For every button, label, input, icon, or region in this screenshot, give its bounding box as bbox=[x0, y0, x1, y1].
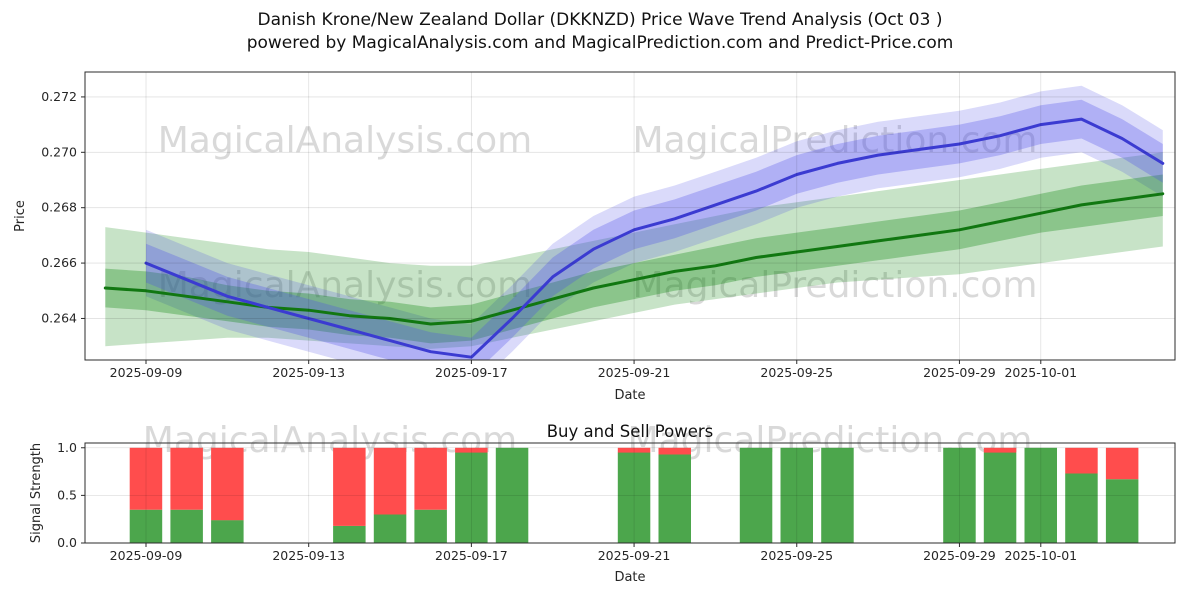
watermark-text: MagicalAnalysis.com bbox=[158, 265, 532, 306]
x-tick-label: 2025-09-09 bbox=[110, 548, 183, 563]
y-tick-label: 0.264 bbox=[41, 310, 77, 325]
y-tick-label: 0.270 bbox=[41, 144, 77, 159]
x-tick-label: 2025-09-29 bbox=[923, 548, 996, 563]
x-tick-label: 2025-09-09 bbox=[110, 365, 183, 380]
x-tick-label: 2025-09-29 bbox=[923, 365, 996, 380]
buy-bar bbox=[1024, 447, 1057, 543]
green-trend-line bbox=[103, 192, 1165, 326]
x-tick-label: 2025-09-25 bbox=[760, 548, 833, 563]
y-axis-label: Price bbox=[13, 200, 28, 232]
bar-chart-title: Buy and Sell Powers bbox=[546, 422, 714, 441]
y-tick-label: 0.5 bbox=[57, 487, 77, 502]
y-tick-label: 0.272 bbox=[41, 89, 77, 104]
sell-bar bbox=[617, 447, 651, 453]
buy-bar bbox=[414, 509, 447, 543]
x-axis-label: Date bbox=[614, 570, 645, 585]
buy-bar bbox=[373, 514, 407, 543]
watermark-text: MagicalAnalysis.com bbox=[143, 420, 517, 461]
buy-bar bbox=[495, 447, 529, 543]
blue-forecast-band-inner bbox=[146, 99, 1163, 360]
y-tick-label: 0.268 bbox=[41, 200, 77, 215]
y-axis-label: Signal Strength bbox=[29, 443, 44, 543]
buy-bar bbox=[943, 447, 976, 543]
sell-bar bbox=[983, 447, 1017, 453]
y-tick-label: 0.266 bbox=[41, 255, 77, 270]
x-tick-label: 2025-09-13 bbox=[272, 548, 345, 563]
x-tick-label: 2025-09-21 bbox=[598, 365, 671, 380]
x-tick-label: 2025-09-17 bbox=[435, 365, 508, 380]
figure-title-line2: powered by MagicalAnalysis.com and Magic… bbox=[246, 33, 954, 54]
buy-bar bbox=[170, 509, 203, 543]
buy-bar bbox=[455, 452, 488, 543]
watermark-text: MagicalAnalysis.com bbox=[158, 120, 532, 161]
sell-bar bbox=[1065, 447, 1098, 474]
x-tick-label: 2025-09-17 bbox=[435, 548, 508, 563]
figure-title-line1: Danish Krone/New Zealand Dollar (DKKNZD)… bbox=[257, 10, 943, 30]
plot-border bbox=[84, 71, 1176, 361]
buy-bar bbox=[333, 525, 366, 543]
buy-bar bbox=[658, 454, 691, 543]
figure-title: Danish Krone/New Zealand Dollar (DKKNZD)… bbox=[0, 9, 1200, 56]
x-tick-label: 2025-09-25 bbox=[760, 365, 833, 380]
buy-bar bbox=[1105, 479, 1139, 543]
sell-bar bbox=[129, 447, 163, 510]
y-tick-label: 1.0 bbox=[57, 440, 77, 455]
sell-bar bbox=[658, 447, 691, 455]
blue-forecast-line bbox=[144, 117, 1165, 359]
watermark-text: MagicalPrediction.com bbox=[633, 265, 1038, 306]
buy-bar bbox=[983, 452, 1017, 543]
x-tick-label: 2025-09-13 bbox=[272, 365, 345, 380]
sell-bar bbox=[170, 447, 203, 510]
price-wave-series bbox=[103, 85, 1165, 360]
buy-bar bbox=[211, 520, 244, 543]
x-tick-label: 2025-09-21 bbox=[598, 548, 671, 563]
green-trend-band-outer bbox=[105, 152, 1163, 349]
sell-bar bbox=[211, 447, 244, 521]
buy-bar bbox=[780, 447, 813, 543]
plot-border bbox=[84, 442, 1176, 544]
buy-sell-bars bbox=[129, 447, 1139, 543]
buy-bar bbox=[129, 509, 163, 543]
buy-bar bbox=[617, 452, 651, 543]
y-tick-label: 0.0 bbox=[57, 535, 77, 550]
sell-bar bbox=[373, 447, 407, 515]
sell-bar bbox=[333, 447, 366, 526]
buy-bar bbox=[739, 447, 773, 543]
buy-bar bbox=[1065, 473, 1098, 543]
x-axis-label: Date bbox=[614, 388, 645, 403]
sell-bar bbox=[414, 447, 447, 510]
green-trend-band-inner bbox=[105, 174, 1163, 344]
x-tick-label: 2025-10-01 bbox=[1004, 365, 1077, 380]
buy-bar bbox=[821, 447, 854, 543]
sell-bar bbox=[1105, 447, 1139, 480]
x-tick-label: 2025-10-01 bbox=[1004, 548, 1077, 563]
sell-bar bbox=[455, 447, 488, 453]
